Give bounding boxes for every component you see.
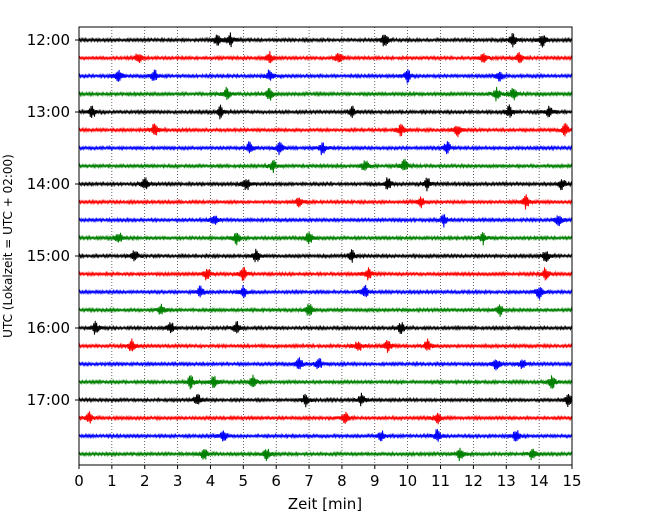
trace-1645: [78, 374, 573, 390]
x-tick-label: 8: [337, 472, 347, 490]
trace-1300: [78, 104, 573, 120]
x-tick-label: 10: [398, 472, 417, 490]
trace-1445: [78, 232, 573, 246]
traces-group: [78, 32, 573, 462]
trace-1415: [78, 194, 573, 210]
trace-1630: [78, 357, 573, 371]
trace-1200: [78, 32, 573, 48]
y-tick-label: 17:00: [27, 391, 70, 409]
x-axis-label: Zeit [min]: [288, 495, 362, 513]
x-tick-label: 11: [431, 472, 450, 490]
trace-1545: [78, 303, 573, 317]
x-tick-label: 2: [140, 472, 150, 490]
trace-1530: [78, 284, 573, 300]
x-tick-label: 7: [304, 472, 314, 490]
y-tick-label: 15:00: [27, 247, 70, 265]
x-tick-label: 0: [74, 472, 84, 490]
trace-1515: [78, 267, 573, 281]
y-tick-label: 12:00: [27, 31, 70, 49]
trace-1615: [78, 338, 573, 353]
trace-1745: [78, 447, 573, 462]
x-tick-label: 12: [464, 472, 483, 490]
trace-1600: [78, 320, 573, 335]
trace-1430: [78, 214, 573, 228]
vertical-grid: [111, 27, 540, 465]
x-tick-label: 3: [173, 472, 183, 490]
trace-1245: [78, 86, 573, 102]
plot-frame: [78, 26, 573, 466]
y-tick-label: 16:00: [27, 319, 70, 337]
y-axis-ticks: 12:00 13:00 14:00 15:00 16:00 17:00: [27, 31, 79, 409]
trace-1715: [78, 411, 573, 425]
x-tick-label: 14: [530, 472, 549, 490]
y-tick-label: 13:00: [27, 103, 70, 121]
x-tick-label: 6: [271, 472, 281, 490]
x-tick-label: 9: [370, 472, 380, 490]
y-axis-label: UTC (Lokalzeit = UTC + 02:00): [1, 154, 15, 338]
trace-1345: [78, 158, 573, 173]
trace-1500: [78, 248, 573, 263]
x-tick-label: 13: [497, 472, 516, 490]
x-tick-label: 4: [206, 472, 216, 490]
trace-1400: [78, 177, 573, 192]
x-tick-label: 1: [107, 472, 117, 490]
trace-1330: [78, 141, 573, 156]
y-tick-label: 14:00: [27, 175, 70, 193]
trace-1215: [78, 50, 573, 64]
trace-1230: [78, 69, 573, 84]
x-tick-label: 5: [239, 472, 249, 490]
trace-1700: [78, 392, 573, 408]
trace-1730: [78, 429, 573, 442]
x-tick-label: 15: [562, 472, 581, 490]
x-axis-ticks: 0 1 2 3 4 5 6 7 8 9 10 11 12 13 14 15: [74, 465, 582, 490]
trace-1315: [78, 123, 573, 138]
